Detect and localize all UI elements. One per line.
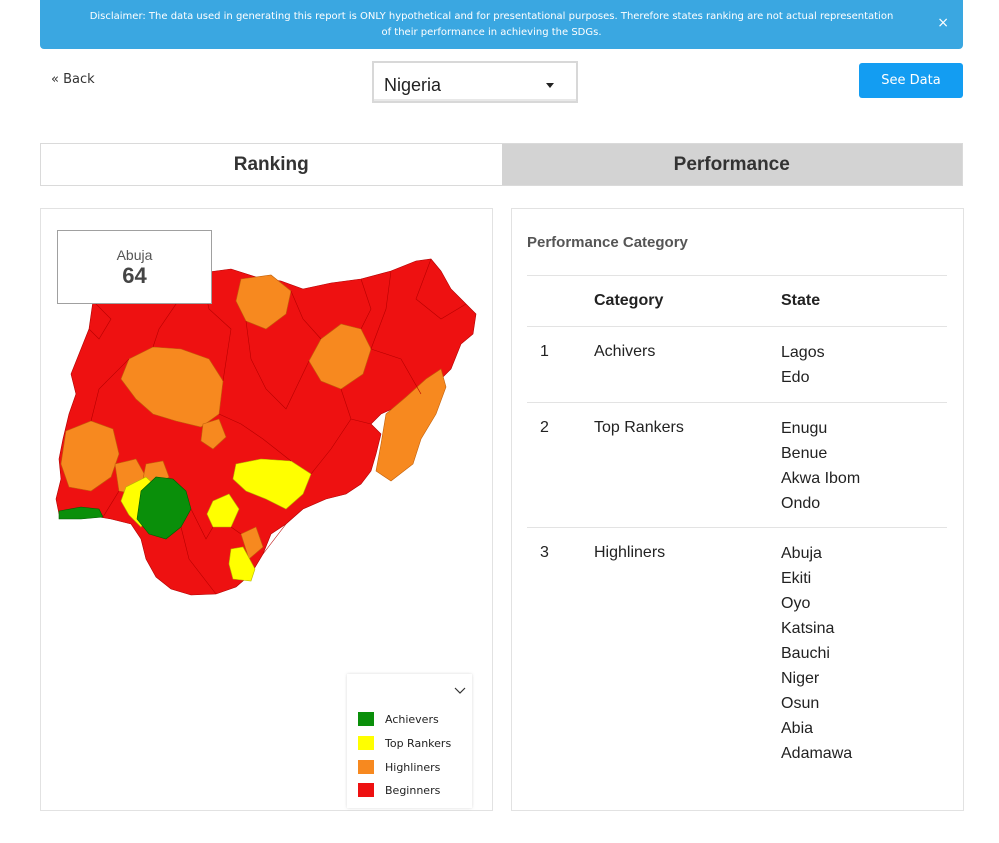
performance-panel: Performance Category Category State 1 Ac… <box>511 208 964 811</box>
row-divider <box>527 275 947 276</box>
chevron-down-icon[interactable] <box>454 686 466 696</box>
map-tooltip: Abuja 64 <box>57 230 212 304</box>
tab-performance[interactable]: Performance <box>501 144 962 185</box>
legend-label: Beginners <box>385 783 441 797</box>
row-number: 3 <box>540 544 549 561</box>
state-name: Niger <box>781 670 820 687</box>
tab-ranking[interactable]: Ranking <box>233 153 309 175</box>
map-region-akwa-ibom[interactable] <box>228 546 256 582</box>
country-select[interactable]: Nigeria <box>372 61 578 103</box>
row-number: 2 <box>540 419 549 436</box>
country-select-value: Nigeria <box>384 75 442 95</box>
legend-label: Achievers <box>385 712 439 726</box>
map-region-abia[interactable] <box>240 526 264 560</box>
legend-label: Top Rankers <box>385 736 452 750</box>
map-region-niger[interactable] <box>120 346 224 428</box>
state-name: Bauchi <box>781 645 830 662</box>
performance-title: Performance Category <box>527 234 688 251</box>
map-region-benue[interactable] <box>232 458 312 510</box>
map-region-adamawa[interactable] <box>375 368 447 482</box>
legend-swatch <box>358 760 374 774</box>
state-name: Adamawa <box>781 745 853 762</box>
legend-label: Highliners <box>385 760 441 774</box>
state-name: Lagos <box>781 344 825 361</box>
state-name: Abia <box>781 720 814 737</box>
legend-item-beginners[interactable]: Beginners <box>358 782 440 798</box>
state-name: Enugu <box>781 420 828 437</box>
state-name: Ekiti <box>781 570 812 587</box>
row-states: Lagos Edo <box>781 340 825 390</box>
see-data-button[interactable]: See Data <box>859 63 963 98</box>
state-name: Benue <box>781 445 828 462</box>
map-region-oyo[interactable] <box>60 420 120 492</box>
legend-item-achievers[interactable]: Achievers <box>358 711 439 727</box>
map-legend: Achievers Top Rankers Highliners Beginne… <box>347 674 472 808</box>
row-divider <box>527 326 947 327</box>
row-states: Abuja Ekiti Oyo Katsina Bauchi Niger Osu… <box>781 541 852 766</box>
state-name: Abuja <box>781 545 822 562</box>
row-number: 1 <box>540 343 549 360</box>
state-name: Osun <box>781 695 820 712</box>
state-name: Akwa Ibom <box>781 470 861 487</box>
row-category: Highliners <box>594 544 666 561</box>
view-tabs: Ranking Performance <box>40 143 963 186</box>
column-header-state: State <box>781 292 821 309</box>
legend-item-top-rankers[interactable]: Top Rankers <box>358 735 451 751</box>
row-divider <box>527 527 947 528</box>
row-divider <box>527 402 947 403</box>
back-link[interactable]: « Back <box>51 72 95 87</box>
disclaimer-banner: Disclaimer: The data used in generating … <box>40 0 963 49</box>
map-region-bauchi[interactable] <box>308 323 372 390</box>
column-header-category: Category <box>594 292 664 309</box>
disclaimer-text-line-2: of their performance in achieving the SD… <box>381 27 602 38</box>
caret-down-icon <box>546 83 554 88</box>
nigeria-state-map[interactable] <box>41 209 492 810</box>
close-icon[interactable]: × <box>937 15 949 31</box>
state-name: Edo <box>781 369 810 386</box>
legend-swatch <box>358 736 374 750</box>
legend-item-highliners[interactable]: Highliners <box>358 759 440 775</box>
map-region-katsina[interactable] <box>235 274 292 330</box>
map-region-abuja[interactable] <box>200 418 227 450</box>
legend-swatch <box>358 712 374 726</box>
row-category: Achivers <box>594 343 656 360</box>
map-region-edo[interactable] <box>136 476 192 540</box>
row-states: Enugu Benue Akwa Ibom Ondo <box>781 416 860 516</box>
state-borders <box>88 258 467 595</box>
state-name: Katsina <box>781 620 835 637</box>
row-category: Top Rankers <box>594 419 684 436</box>
legend-swatch <box>358 783 374 797</box>
map-panel: Abuja 64 Achievers Top Rankers Highliner… <box>40 208 493 811</box>
tooltip-state-value: 64 <box>122 263 147 288</box>
state-name: Ondo <box>781 495 821 512</box>
disclaimer-text-line-1: Disclaimer: The data used in generating … <box>89 11 894 22</box>
state-name: Oyo <box>781 595 811 612</box>
tooltip-state-name: Abuja <box>116 247 153 263</box>
